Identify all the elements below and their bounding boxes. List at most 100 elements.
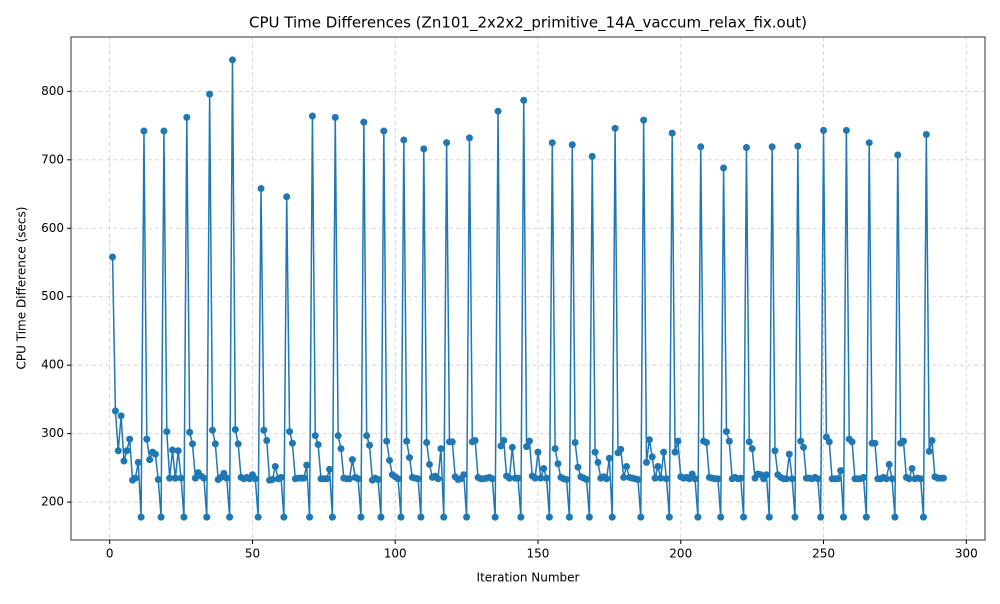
plot-frame xyxy=(70,36,986,541)
data-point xyxy=(608,513,616,521)
data-point xyxy=(283,193,291,201)
data-point xyxy=(788,475,796,483)
data-point xyxy=(414,475,422,483)
data-point xyxy=(228,56,236,64)
data-point xyxy=(131,474,139,482)
data-point xyxy=(234,440,242,448)
data-point xyxy=(800,443,808,451)
data-point xyxy=(762,471,770,479)
data-point xyxy=(331,113,339,121)
data-point xyxy=(817,513,825,521)
data-point xyxy=(840,513,848,521)
data-point xyxy=(525,437,533,445)
data-point xyxy=(231,426,239,434)
data-point xyxy=(154,475,162,483)
data-point xyxy=(725,437,733,445)
y-tick-label: 200 xyxy=(41,495,64,509)
data-point xyxy=(645,436,653,444)
data-point xyxy=(640,116,648,124)
data-point xyxy=(143,435,151,443)
data-point xyxy=(120,457,128,465)
data-point xyxy=(571,439,579,447)
data-point xyxy=(574,463,582,471)
y-tick-label: 700 xyxy=(41,152,64,166)
data-point xyxy=(908,465,916,473)
data-point xyxy=(203,513,211,521)
data-point xyxy=(748,445,756,453)
data-point xyxy=(674,437,682,445)
data-point xyxy=(765,513,773,521)
data-point xyxy=(286,428,294,436)
data-point xyxy=(671,448,679,456)
data-point xyxy=(448,438,456,446)
data-point xyxy=(383,437,391,445)
data-point xyxy=(423,439,431,447)
data-point xyxy=(648,453,656,461)
data-point xyxy=(403,437,411,445)
data-point xyxy=(551,445,559,453)
data-point xyxy=(848,438,856,446)
data-point xyxy=(251,475,259,483)
data-point xyxy=(268,475,276,483)
data-point xyxy=(651,474,659,482)
data-point xyxy=(785,450,793,458)
data-point xyxy=(254,513,262,521)
data-point xyxy=(137,513,145,521)
data-point xyxy=(583,475,591,483)
data-point xyxy=(548,139,556,147)
data-point xyxy=(508,443,516,451)
data-point xyxy=(534,448,542,456)
data-point xyxy=(460,471,468,479)
y-axis-label: CPU Time Difference (secs) xyxy=(15,207,29,370)
data-point xyxy=(380,127,388,135)
data-point xyxy=(568,141,576,149)
data-point xyxy=(742,143,750,151)
data-point xyxy=(211,440,219,448)
data-point xyxy=(300,474,308,482)
data-point xyxy=(891,513,899,521)
data-point xyxy=(740,513,748,521)
data-point xyxy=(126,435,134,443)
data-point xyxy=(925,447,933,455)
data-point xyxy=(488,475,496,483)
data-point xyxy=(594,458,602,466)
data-point xyxy=(308,112,316,120)
data-point xyxy=(434,475,442,483)
data-point xyxy=(288,439,296,447)
data-point xyxy=(111,407,119,415)
data-point xyxy=(591,448,599,456)
data-point xyxy=(860,473,868,481)
data-point xyxy=(377,513,385,521)
data-point xyxy=(311,432,319,440)
y-tick-label: 800 xyxy=(41,84,64,98)
x-tick-label: 200 xyxy=(669,547,692,561)
data-point xyxy=(260,426,268,434)
data-point xyxy=(691,475,699,483)
data-point xyxy=(400,136,408,144)
data-point xyxy=(637,513,645,521)
data-point xyxy=(326,465,334,473)
y-tick-label: 300 xyxy=(41,426,64,440)
data-point xyxy=(771,447,779,455)
data-point xyxy=(545,513,553,521)
data-point xyxy=(917,475,925,483)
data-point xyxy=(694,513,702,521)
data-point xyxy=(500,436,508,444)
data-point xyxy=(374,475,382,483)
y-tick-label: 600 xyxy=(41,221,64,235)
data-point xyxy=(465,134,473,142)
data-point xyxy=(563,475,571,483)
data-point xyxy=(420,145,428,153)
data-point xyxy=(206,90,214,98)
data-point xyxy=(697,143,705,151)
data-point xyxy=(514,474,522,482)
data-point xyxy=(151,450,159,458)
data-point xyxy=(871,439,879,447)
data-point xyxy=(440,513,448,521)
data-point xyxy=(737,474,745,482)
data-point xyxy=(554,460,562,468)
x-tick-label: 100 xyxy=(384,547,407,561)
data-point xyxy=(200,474,208,482)
data-point xyxy=(611,124,619,132)
